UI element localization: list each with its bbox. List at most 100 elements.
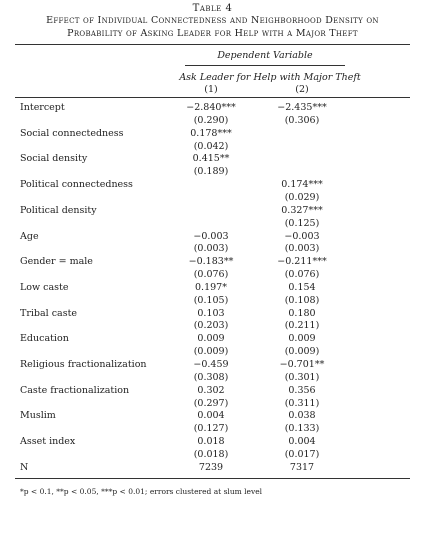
column-1-value: (0.105): [193, 294, 229, 306]
dependent-variable-rule: [185, 65, 345, 66]
column-2-value: (0.017): [284, 448, 320, 460]
row-label: Religious fractionalization: [20, 359, 147, 370]
column-2-value: (0.125): [284, 217, 320, 229]
row-label: Gender = male: [20, 256, 93, 268]
column-1-value: 0.178***: [190, 127, 232, 139]
table-row: Political density 0.327***: [0, 205, 425, 217]
table-row: Education 0.009 0.009: [0, 333, 425, 345]
table-row: Social connectedness 0.178***: [0, 128, 425, 140]
column-2-value: (0.301): [284, 371, 320, 383]
table-row: (0.029): [0, 192, 425, 204]
column-1-value: (0.290): [193, 114, 229, 126]
row-label: Education: [20, 333, 69, 345]
table-row: Gender = male −0.183** −0.211***: [0, 256, 425, 268]
column-2-value: (0.076): [284, 269, 320, 281]
row-label: Social density: [20, 153, 88, 165]
column-2-value: (0.009): [284, 346, 320, 358]
table-row: Religious fractionalization −0.459 −0.701*…: [0, 359, 425, 371]
table-row: (0.018) (0.017): [0, 449, 425, 461]
column-2-value: 0.327***: [281, 204, 323, 216]
column-2-value: −0.701**: [279, 359, 325, 370]
column-1-value: (0.076): [193, 269, 229, 281]
column-1-value: 0.018: [197, 436, 225, 448]
column-1-header: (1): [204, 84, 218, 95]
column-1-value: (0.009): [193, 346, 229, 358]
row-label: Asset index: [20, 436, 76, 448]
table-row: Tribal caste 0.103 0.180: [0, 308, 425, 320]
row-label: Muslim: [20, 410, 56, 422]
column-2-value: 0.174***: [281, 179, 323, 191]
table-title-line-2: Probability of Asking Leader for Help wi…: [67, 28, 358, 39]
column-2-value: −2.435***: [277, 102, 327, 113]
column-2-value: −0.003: [284, 230, 320, 242]
column-2-value: (0.311): [284, 397, 320, 409]
column-1-value: (0.018): [193, 448, 229, 460]
column-1-value: 0.197*: [195, 281, 227, 293]
column-2-value: 7317: [289, 461, 315, 473]
column-1-value: −0.183**: [188, 256, 234, 268]
column-2-value: 0.004: [288, 436, 316, 448]
table-row: (0.297) (0.311): [0, 398, 425, 410]
column-1-value: 0.415**: [192, 153, 230, 165]
column-1-value: (0.203): [193, 320, 229, 332]
dependent-variable-header: Dependent Variable: [217, 50, 313, 61]
column-2-value: (0.029): [284, 191, 320, 203]
column-1-value: (0.042): [193, 140, 229, 152]
column-1-value: 0.004: [197, 410, 225, 422]
column-1-value: (0.003): [193, 243, 229, 255]
row-label: Intercept: [20, 102, 65, 113]
table-row: (0.203) (0.211): [0, 320, 425, 332]
table-row: (0.189): [0, 166, 425, 178]
column-1-value: 7239: [198, 461, 224, 473]
ask-leader-header: Ask Leader for Help with Major Theft: [179, 72, 361, 83]
column-1-value: (0.297): [193, 397, 229, 409]
table-row: Age −0.003 −0.003: [0, 231, 425, 243]
row-label: Caste fractionalization: [20, 384, 130, 396]
top-rule: [15, 44, 410, 45]
column-1-value: 0.009: [197, 333, 225, 345]
column-1-value: (0.189): [193, 166, 229, 178]
row-label: Low caste: [20, 281, 69, 293]
column-2-value: 0.009: [288, 333, 316, 345]
table-row: (0.127) (0.133): [0, 423, 425, 435]
column-2-value: (0.211): [284, 320, 320, 332]
column-2-value: 0.180: [288, 307, 316, 319]
column-1-value: 0.103: [197, 307, 225, 319]
column-2-value: (0.108): [284, 294, 320, 306]
table-row: (0.105) (0.108): [0, 295, 425, 307]
row-label: Age: [20, 230, 39, 242]
table-row: Intercept −2.840*** −2.435***: [0, 102, 425, 114]
table-note: *p < 0.1, **p < 0.05, ***p < 0.01; error…: [20, 487, 263, 496]
table-row: (0.125): [0, 218, 425, 230]
column-1-value: −0.003: [193, 230, 229, 242]
table-row: (0.290) (0.306): [0, 115, 425, 127]
column-2-header: (2): [295, 84, 309, 95]
column-2-value: −0.211***: [277, 256, 327, 268]
table-row: (0.009) (0.009): [0, 346, 425, 358]
column-2-value: 0.356: [288, 384, 316, 396]
table-row: Caste fractionalization 0.302 0.356: [0, 385, 425, 397]
table-row: Asset index 0.018 0.004: [0, 436, 425, 448]
table-number: Table 4: [192, 3, 233, 14]
table-row: (0.042): [0, 141, 425, 153]
table-row: (0.003) (0.003): [0, 243, 425, 255]
column-1-value: 0.302: [197, 384, 225, 396]
table-title-line-1: Effect of Individual Connectedness and N…: [46, 15, 379, 26]
column-1-value: (0.308): [193, 371, 229, 383]
column-1-value: −2.840***: [186, 102, 236, 113]
row-label: Social connectedness: [20, 127, 124, 139]
table-row: Muslim 0.004 0.038: [0, 410, 425, 422]
column-2-value: 0.154: [288, 281, 316, 293]
table-row: Political connectedness 0.174***: [0, 179, 425, 191]
table-row: (0.076) (0.076): [0, 269, 425, 281]
table-row: Low caste 0.197* 0.154: [0, 282, 425, 294]
column-2-value: (0.306): [284, 114, 320, 126]
column-1-value: (0.127): [193, 423, 229, 435]
row-label: Tribal caste: [20, 307, 78, 319]
row-label: N: [20, 461, 29, 473]
column-2-value: (0.133): [284, 423, 320, 435]
table-row: (0.308) (0.301): [0, 372, 425, 384]
column-1-value: −0.459: [193, 359, 229, 370]
column-2-value: (0.003): [284, 243, 320, 255]
column-2-value: 0.038: [288, 410, 316, 422]
